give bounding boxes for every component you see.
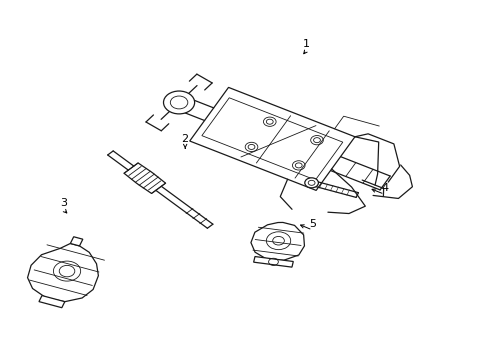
Text: 2: 2 [181, 134, 188, 144]
Text: 3: 3 [60, 198, 67, 208]
Circle shape [163, 91, 194, 114]
Circle shape [304, 178, 318, 188]
Text: 1: 1 [303, 39, 309, 49]
Polygon shape [70, 237, 82, 246]
Polygon shape [39, 296, 65, 308]
Polygon shape [253, 257, 293, 267]
Text: 5: 5 [308, 219, 315, 229]
Polygon shape [250, 222, 304, 260]
Polygon shape [189, 87, 354, 190]
Text: 4: 4 [380, 183, 387, 193]
Polygon shape [27, 243, 98, 302]
